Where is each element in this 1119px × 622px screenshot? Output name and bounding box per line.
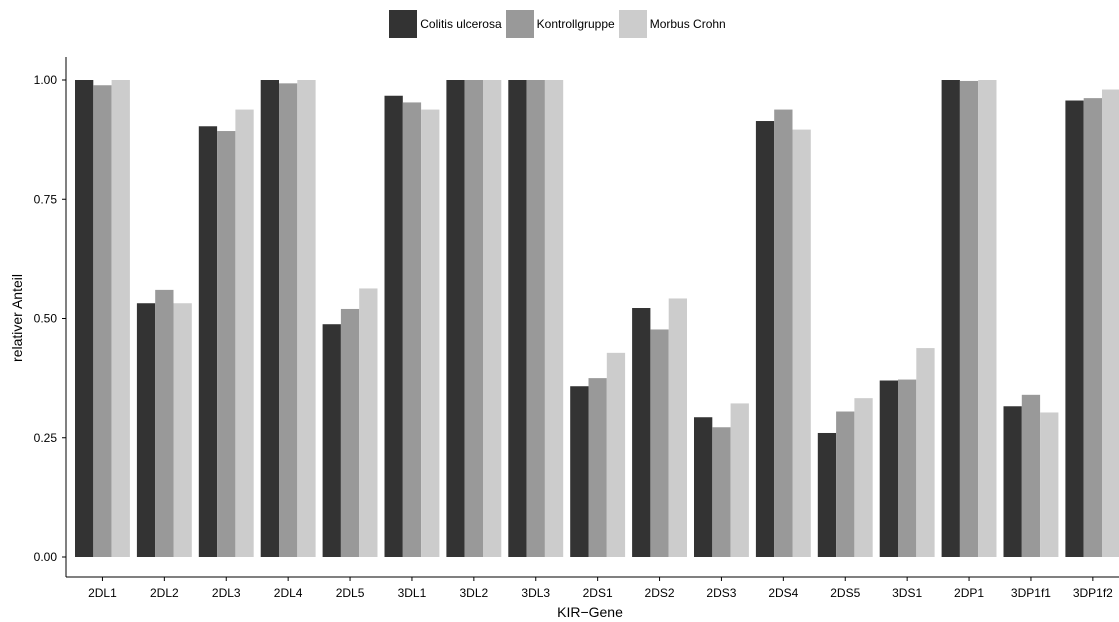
bar-2ds1-colitis-ulcerosa [570, 386, 589, 557]
y-tick-label: 1.00 [34, 73, 58, 87]
bar-2dl5-morbus-crohn [359, 288, 378, 557]
bar-2ds2-kontrollgruppe [650, 329, 669, 557]
legend-item-kontrollgruppe: Kontrollgruppe [505, 10, 619, 38]
bar-2ds5-morbus-crohn [854, 398, 873, 557]
x-tick-label-2dl4: 2DL4 [274, 586, 303, 600]
bar-2dl5-colitis-ulcerosa [322, 324, 341, 557]
y-tick-label: 0.75 [34, 192, 58, 206]
bar-3dp1f2-kontrollgruppe [1083, 98, 1102, 557]
x-tick-label-2ds3: 2DS3 [706, 586, 736, 600]
bar-2dl2-kontrollgruppe [155, 289, 174, 557]
bar-2dl4-colitis-ulcerosa [260, 80, 279, 557]
bar-2dl5-kontrollgruppe [340, 308, 360, 557]
x-tick-label-2ds2: 2DS2 [645, 586, 675, 600]
bar-3ds1-kontrollgruppe [898, 379, 917, 557]
legend-label: Morbus Crohn [649, 17, 726, 31]
x-tick-label-2dl5: 2DL5 [336, 586, 365, 600]
bar-2ds1-morbus-crohn [606, 352, 626, 557]
legend-label: Colitis ulcerosa [420, 17, 502, 31]
legend-swatch [505, 10, 534, 38]
bar-3dp1f1-colitis-ulcerosa [1003, 406, 1022, 557]
legend: Colitis ulcerosa Kontrollgruppe Morbus Cro… [0, 10, 1119, 38]
bar-2ds2-colitis-ulcerosa [632, 308, 651, 557]
legend-swatch [618, 10, 647, 38]
bar-2ds3-morbus-crohn [730, 403, 749, 557]
bar-2ds1-kontrollgruppe [588, 378, 607, 557]
bar-3dl3-morbus-crohn [544, 80, 564, 557]
x-tick-label-3dl3: 3DL3 [521, 586, 550, 600]
y-axis-title: relativer Anteil [9, 274, 25, 362]
bar-2ds3-kontrollgruppe [712, 427, 731, 557]
x-tick-label-3dl2: 3DL2 [460, 586, 489, 600]
bar-2ds4-kontrollgruppe [774, 109, 793, 557]
bar-2ds4-colitis-ulcerosa [755, 121, 775, 557]
x-tick-label-2ds1: 2DS1 [583, 586, 613, 600]
x-tick-label-2ds4: 2DS4 [768, 586, 798, 600]
legend-item-colitis-ulcerosa: Colitis ulcerosa [389, 10, 505, 38]
y-tick-label: 0.50 [34, 312, 58, 326]
x-tick-label-3dp1f1: 3DP1f1 [1011, 586, 1051, 600]
legend-swatch [389, 10, 418, 38]
bar-2dl3-kontrollgruppe [217, 131, 236, 557]
bar-3dl1-kontrollgruppe [402, 102, 422, 557]
bar-2ds3-colitis-ulcerosa [694, 417, 713, 557]
bar-3dl2-morbus-crohn [483, 80, 502, 557]
bar-3dl3-kontrollgruppe [526, 80, 545, 557]
bar-2dl1-morbus-crohn [111, 80, 130, 557]
bar-2dp1-kontrollgruppe [959, 80, 979, 557]
bar-3dl3-colitis-ulcerosa [508, 80, 527, 557]
x-tick-label-3dl1: 3DL1 [398, 586, 427, 600]
x-tick-label-3dp1f2: 3DP1f2 [1073, 586, 1113, 600]
bar-2dl4-kontrollgruppe [279, 83, 298, 558]
bar-2ds5-colitis-ulcerosa [817, 432, 837, 557]
bar-2dp1-morbus-crohn [978, 80, 997, 557]
legend-label: Kontrollgruppe [536, 17, 615, 31]
bar-2dl2-morbus-crohn [173, 303, 192, 557]
legend-item-morbus-crohn: Morbus Crohn [618, 10, 730, 38]
bar-2dl4-morbus-crohn [297, 80, 316, 557]
x-tick-label-3ds1: 3DS1 [892, 586, 922, 600]
x-tick-label-2dp1: 2DP1 [954, 586, 984, 600]
bar-2dl3-morbus-crohn [235, 109, 254, 557]
bar-3dl1-colitis-ulcerosa [384, 95, 403, 557]
x-tick-label-2dl1: 2DL1 [88, 586, 117, 600]
bar-2ds2-morbus-crohn [668, 298, 687, 557]
bar-2ds4-morbus-crohn [792, 129, 811, 557]
bar-3dp1f2-morbus-crohn [1102, 89, 1119, 557]
bar-3dp1f1-kontrollgruppe [1021, 394, 1041, 557]
bar-3dl2-kontrollgruppe [464, 80, 483, 557]
y-tick-label: 0.25 [34, 431, 58, 445]
x-tick-label-2ds5: 2DS5 [830, 586, 860, 600]
bar-3dl2-colitis-ulcerosa [446, 80, 465, 557]
bar-3dp1f2-colitis-ulcerosa [1065, 100, 1084, 558]
bar-2dl1-kontrollgruppe [93, 85, 112, 557]
bar-3ds1-morbus-crohn [916, 348, 935, 557]
x-tick-label-2dl2: 2DL2 [150, 586, 179, 600]
bar-2dl2-colitis-ulcerosa [136, 303, 156, 557]
bar-3ds1-colitis-ulcerosa [879, 380, 898, 557]
bar-2dl1-colitis-ulcerosa [75, 80, 94, 557]
x-tick-label-2dl3: 2DL3 [212, 586, 241, 600]
x-axis-title: KIR−Gene [557, 604, 623, 620]
bar-2dp1-colitis-ulcerosa [941, 80, 960, 557]
bar-2dl3-colitis-ulcerosa [198, 126, 218, 558]
y-tick-label: 0.00 [34, 550, 58, 564]
bar-3dl1-morbus-crohn [421, 109, 440, 557]
bar-2ds5-kontrollgruppe [836, 411, 855, 557]
bar-3dp1f1-morbus-crohn [1040, 412, 1059, 557]
